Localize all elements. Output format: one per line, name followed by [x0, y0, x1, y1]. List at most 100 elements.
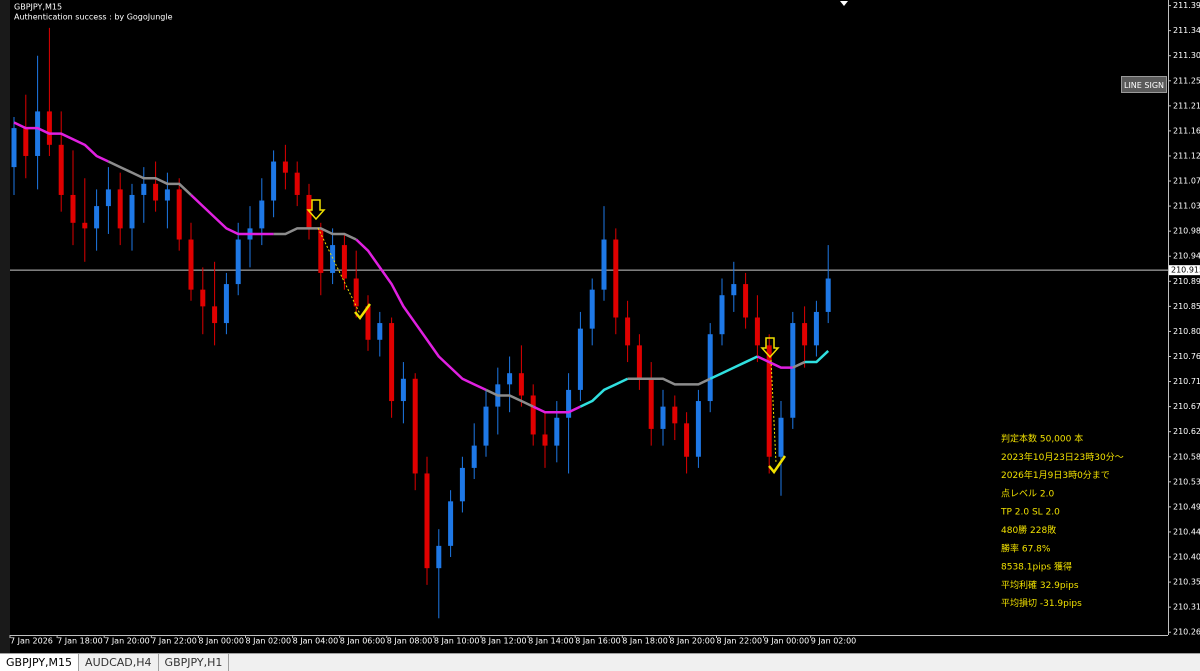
x-tick-label: 8 Jan 00:00 — [198, 637, 244, 646]
y-tick-label: 211.345 — [1173, 26, 1200, 35]
y-tick-label: 210.625 — [1173, 427, 1200, 436]
candle-body — [105, 189, 111, 207]
trade-line — [770, 359, 777, 464]
stat-line: 判定本数 50,000 本 — [1001, 433, 1083, 445]
candle-body — [719, 295, 725, 335]
candle-body — [353, 278, 359, 307]
win-check — [354, 303, 372, 321]
y-tick-label: 210.490 — [1173, 502, 1200, 511]
candle-body — [660, 406, 666, 429]
x-tick-label: 7 Jan 2026 — [10, 637, 53, 646]
x-tick-label: 7 Jan 18:00 — [57, 637, 103, 646]
candle-body — [625, 317, 631, 346]
stat-line: 480勝 228敗 — [1001, 524, 1056, 536]
candle-body — [471, 445, 477, 468]
candle-body — [223, 284, 229, 324]
y-tick-label: 210.805 — [1173, 327, 1200, 336]
candle-body — [707, 334, 713, 402]
candle-body — [743, 284, 749, 318]
chart-tab[interactable]: GBPJPY,M15 — [0, 654, 80, 671]
candle-body — [330, 245, 336, 273]
current-price-label: 210.915 — [1171, 266, 1200, 275]
x-tick-label: 8 Jan 10:00 — [434, 637, 480, 646]
left-strip — [0, 0, 10, 653]
x-tick-label: 8 Jan 02:00 — [246, 637, 292, 646]
shift-marker — [840, 1, 848, 6]
candle-body — [200, 289, 206, 307]
moving-average — [532, 405, 581, 414]
stat-line: 2026年1月9日3時0分まで — [1001, 469, 1110, 481]
stat-line: 点レベル 2.0 — [1001, 488, 1054, 499]
x-tick-label: 9 Jan 02:00 — [811, 637, 857, 646]
moving-average — [709, 355, 758, 380]
candle-body — [754, 317, 760, 346]
candle-body — [377, 323, 383, 340]
candle-body — [518, 373, 524, 396]
stat-line: 平均利確 32.9pips — [1001, 579, 1079, 591]
candle-body — [389, 323, 395, 402]
x-tick-label: 8 Jan 08:00 — [387, 637, 433, 646]
stat-line: 平均損切 -31.9pips — [1001, 597, 1082, 609]
candle-body — [318, 228, 324, 273]
moving-average — [627, 377, 711, 386]
candle-body — [802, 323, 808, 346]
stat-line: 8538.1pips 獲得 — [1001, 561, 1072, 573]
y-tick-label: 211.210 — [1173, 101, 1200, 110]
candle-body — [282, 161, 288, 173]
y-tick-label: 210.580 — [1173, 452, 1200, 461]
moving-average — [273, 227, 357, 241]
x-tick-label: 8 Jan 18:00 — [622, 637, 668, 646]
chart: GBPJPY,M15 Authentication success : by G… — [0, 0, 1200, 653]
candle-body — [577, 328, 583, 390]
chart-label: GBPJPY,M15 — [14, 3, 62, 12]
candle-body — [212, 306, 218, 324]
candle-body — [424, 473, 430, 569]
candle-body — [176, 189, 182, 240]
candle-body — [188, 239, 194, 290]
y-tick-label: 211.030 — [1173, 202, 1200, 211]
candle-body — [483, 406, 489, 446]
plot-area — [10, 27, 1168, 619]
candle-body — [436, 545, 442, 569]
y-tick-label: 210.400 — [1173, 553, 1200, 562]
candle-body — [365, 306, 371, 340]
moving-average — [13, 121, 109, 163]
candle-body — [554, 417, 560, 446]
candle-body — [672, 406, 678, 424]
sell-arrow — [760, 337, 780, 359]
candle-body — [825, 278, 831, 312]
sell-arrow — [306, 199, 326, 221]
current-price-box — [1169, 265, 1200, 276]
y-tick-label: 210.535 — [1173, 477, 1200, 486]
moving-average — [792, 360, 806, 369]
x-tick-label: 8 Jan 22:00 — [717, 637, 763, 646]
candle-body — [766, 345, 772, 457]
x-tick-label: 7 Jan 20:00 — [104, 637, 150, 646]
moving-average — [190, 194, 274, 236]
line-sign-button[interactable]: LINE SIGN — [1121, 76, 1167, 93]
chart-tab[interactable]: AUDCAD,H4 — [79, 654, 159, 671]
x-tick-label: 8 Jan 06:00 — [340, 637, 386, 646]
auth-text: Authentication success : by GogoJungle — [14, 13, 173, 22]
x-tick-label: 7 Jan 22:00 — [151, 637, 197, 646]
chart-tab[interactable]: GBPJPY,H1 — [159, 654, 230, 671]
candle-body — [695, 401, 701, 457]
y-tick-label: 211.390 — [1173, 1, 1200, 10]
y-tick-label: 210.445 — [1173, 527, 1200, 536]
y-tick-label: 210.760 — [1173, 352, 1200, 361]
candle-body — [790, 323, 796, 418]
y-tick-label: 211.165 — [1173, 126, 1200, 135]
candle-body — [94, 206, 100, 229]
y-tick-label: 210.940 — [1173, 252, 1200, 261]
moving-average — [756, 355, 793, 369]
candle-body — [11, 128, 17, 168]
candle-body — [294, 172, 300, 195]
candle-body — [613, 239, 619, 318]
candle-body — [731, 284, 737, 296]
y-tick-label: 210.850 — [1173, 302, 1200, 311]
stat-line: 2023年10月23日23時30分～ — [1001, 451, 1124, 463]
x-tick-label: 8 Jan 04:00 — [293, 637, 339, 646]
win-check — [768, 455, 787, 475]
candle-body — [813, 311, 819, 346]
